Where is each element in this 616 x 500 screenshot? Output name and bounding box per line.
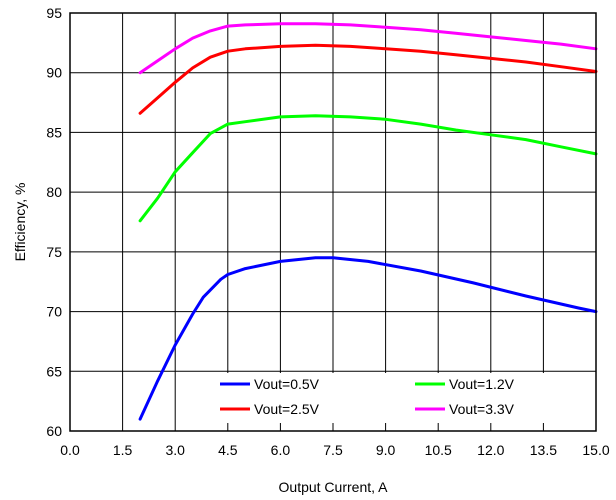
legend-label: Vout=0.5V	[254, 376, 320, 392]
x-tick-label: 15.0	[582, 442, 609, 458]
series-line-4	[138, 22, 598, 75]
x-tick-label: 4.5	[218, 442, 238, 458]
plot-frame	[69, 12, 597, 432]
y-tick-labels: 60 65 70 75 80 85 90 95	[46, 5, 62, 439]
series-line-1	[138, 256, 598, 421]
x-tick-label: 9.0	[376, 442, 396, 458]
x-tick-label: 7.5	[323, 442, 343, 458]
legend-background	[212, 373, 594, 423]
x-tick-label: 6.0	[271, 442, 291, 458]
x-tick-label: 12.0	[477, 442, 504, 458]
x-axis-label: Output Current, A	[279, 479, 389, 495]
legend: Vout=0.5V Vout=1.2V Vout=2.5V Vout=3.3V	[212, 373, 594, 423]
series-line-3	[138, 43, 598, 115]
y-tick-label: 60	[46, 423, 62, 439]
y-tick-label: 80	[46, 184, 62, 200]
series-line-2	[138, 114, 598, 223]
x-tick-label: 3.0	[165, 442, 185, 458]
x-tick-label: 1.5	[113, 442, 133, 458]
x-tick-labels: 0.0 1.5 3.0 4.5 6.0 7.5 9.0 10.5 12.0 13.5 15.0	[60, 442, 610, 458]
x-tick-label: 13.5	[530, 442, 557, 458]
legend-label: Vout=3.3V	[449, 401, 515, 417]
y-tick-label: 95	[46, 5, 62, 21]
y-tick-label: 70	[46, 304, 62, 320]
x-tick-label: 10.5	[425, 442, 452, 458]
series-layer	[138, 22, 598, 421]
y-tick-label: 65	[46, 363, 62, 379]
y-tick-label: 75	[46, 244, 62, 260]
y-axis-label: Efficiency, %	[12, 183, 28, 262]
legend-label: Vout=2.5V	[254, 401, 320, 417]
y-tick-label: 85	[46, 124, 62, 140]
legend-label: Vout=1.2V	[449, 376, 515, 392]
y-tick-label: 90	[46, 65, 62, 81]
x-tick-label: 0.0	[60, 442, 80, 458]
